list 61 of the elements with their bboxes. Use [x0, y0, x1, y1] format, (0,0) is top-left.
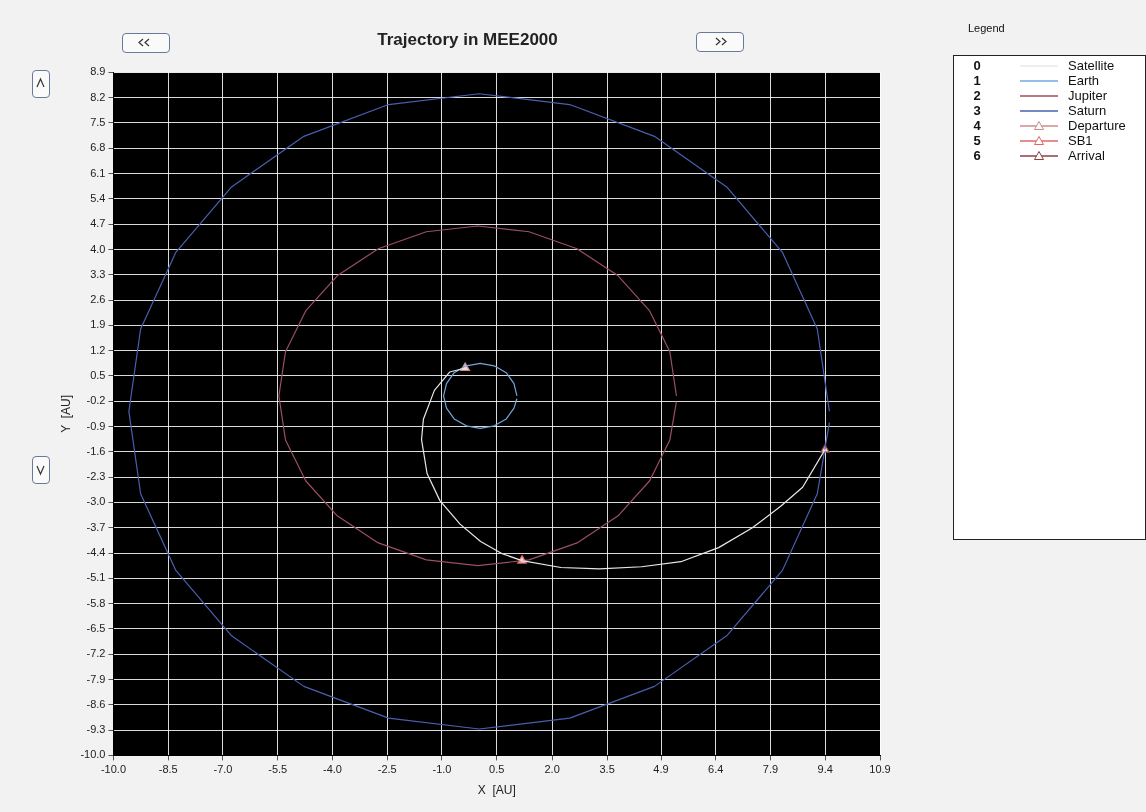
legend-label: SB1	[1068, 133, 1093, 148]
legend-label: Arrival	[1068, 148, 1105, 163]
y-tick-label: -3.7	[86, 520, 106, 533]
x-tick-label: -1.0	[432, 763, 452, 776]
y-tick-label: 8.9	[90, 65, 106, 78]
y-tick-label: 2.6	[90, 293, 106, 306]
y-tick-label: -7.2	[86, 647, 106, 660]
legend-label: Earth	[1068, 73, 1100, 88]
y-tick-label: 1.9	[90, 318, 106, 331]
y-axis-title: Y [AU]	[58, 395, 73, 433]
x-axis-title: X [AU]	[477, 783, 516, 798]
y-tick-label: -0.2	[86, 394, 106, 407]
text: 4	[972, 118, 982, 133]
legend-label: Satellite	[1068, 58, 1115, 73]
legend-label: Jupiter	[1068, 88, 1108, 103]
y-tick-label: -1.6	[86, 444, 106, 457]
x-tick-label: -5.5	[268, 763, 288, 776]
y-tick-label: -3.0	[86, 495, 106, 508]
legend-label: Saturn	[1068, 103, 1107, 118]
y-tick-label: 1.2	[90, 343, 106, 356]
text: 0	[972, 58, 982, 73]
x-tick-label: 7.9	[762, 763, 779, 776]
y-tick-label: -5.8	[86, 596, 106, 609]
y-tick-label: 0.5	[90, 368, 106, 381]
y-tick-label: 7.5	[90, 116, 106, 129]
text: 1	[972, 73, 982, 88]
y-tick-label: 4.0	[90, 242, 106, 255]
y-tick-label: -9.3	[86, 723, 106, 736]
y-tick-label: -0.9	[86, 419, 106, 432]
y-tick-label: 5.4	[90, 191, 106, 204]
y-tick-label: -6.5	[86, 621, 106, 634]
y-tick-label: -5.1	[86, 571, 106, 584]
x-tick-label: -8.5	[158, 763, 178, 776]
x-tick-label: -7.0	[213, 763, 233, 776]
text: 6	[972, 148, 982, 163]
x-tick-label: 0.5	[489, 763, 505, 776]
x-tick-label: 3.5	[599, 763, 615, 776]
x-tick-label: 9.4	[817, 763, 833, 776]
y-tick-label: 3.3	[90, 267, 106, 280]
y-tick-label: -4.4	[86, 546, 106, 559]
x-tick-label: -10.0	[100, 763, 127, 776]
y-tick-label: -7.9	[86, 672, 106, 685]
y-tick-label: -2.3	[86, 470, 106, 483]
y-tick-label: 6.8	[90, 141, 106, 154]
x-tick-label: 10.9	[869, 763, 891, 776]
text: 3	[972, 103, 982, 118]
x-tick-label: 2.0	[544, 763, 560, 776]
y-tick-label: 8.2	[90, 90, 106, 103]
x-tick-label: -2.5	[377, 763, 397, 776]
text: 5	[972, 133, 982, 148]
y-tick-label: -10.0	[80, 748, 106, 761]
y-tick-label: 4.7	[90, 217, 106, 230]
text: 2	[972, 88, 982, 103]
legend-title: Legend	[968, 22, 1005, 34]
chart-title: Trajectory in MEE2000	[377, 29, 558, 49]
x-tick-label: 6.4	[708, 763, 724, 776]
y-tick-label: -8.6	[86, 697, 106, 710]
legend-label: Departure	[1068, 118, 1126, 133]
x-tick-label: 4.9	[653, 763, 669, 776]
y-tick-label: 6.1	[90, 166, 106, 179]
x-tick-label: -4.0	[322, 763, 342, 776]
